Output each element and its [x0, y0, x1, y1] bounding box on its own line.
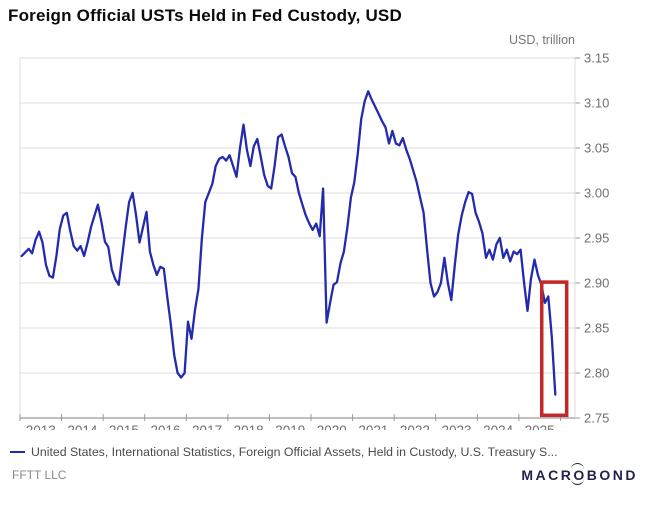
x-axis-year-label: 2018: [234, 423, 264, 430]
y-axis-tick-label: 3.15: [584, 51, 609, 66]
y-axis-tick-label: 2.75: [584, 411, 609, 426]
x-axis-year-label: 2025: [525, 423, 555, 430]
y-axis-units-label: USD, trillion: [509, 33, 575, 47]
legend-label: United States, International Statistics,…: [31, 445, 558, 459]
line-chart: 3.15 3.10 3.05 3.00 2.95 2.90 2.85 2.80 2.75 2013…: [19, 51, 609, 430]
y-axis-tick-label: 3.05: [584, 141, 609, 156]
x-axis-year-label: 2024: [483, 423, 514, 430]
x-axis-year-label: 2021: [358, 423, 388, 430]
y-axis-tick-label: 3.10: [584, 96, 609, 111]
x-axis-year-label: 2017: [192, 423, 222, 430]
source-label: FFTT LLC: [12, 468, 67, 482]
legend-line-marker: [10, 451, 25, 453]
x-axis-year-label: 2014: [67, 423, 98, 430]
series-line: [20, 90, 557, 396]
macrobond-logo: MACROBOND: [521, 463, 638, 485]
y-axis-tick-label: 3.00: [584, 186, 609, 201]
logo-o-mark: O: [571, 463, 587, 485]
logo-text-right: BOND: [586, 467, 638, 483]
x-axis-year-label: 2019: [275, 423, 305, 430]
y-axis-tick-label: 2.90: [584, 276, 609, 291]
x-axis-year-label: 2023: [441, 423, 471, 430]
x-axis-year-label: 2013: [26, 423, 56, 430]
highlight-box: [539, 280, 569, 418]
y-axis-tick-label: 2.95: [584, 231, 609, 246]
x-axis-year-label: 2022: [400, 423, 430, 430]
logo-text-left: MACR: [521, 467, 574, 483]
legend: United States, International Statistics,…: [10, 445, 558, 459]
x-axis-year-label: 2015: [109, 423, 139, 430]
y-axis-tick-label: 2.80: [584, 366, 609, 381]
y-axis-tick-label: 2.85: [584, 321, 609, 336]
x-axis-year-label: 2020: [317, 423, 347, 430]
page-title: Foreign Official USTs Held in Fed Custod…: [8, 6, 402, 25]
x-axis-year-label: 2016: [150, 423, 180, 430]
